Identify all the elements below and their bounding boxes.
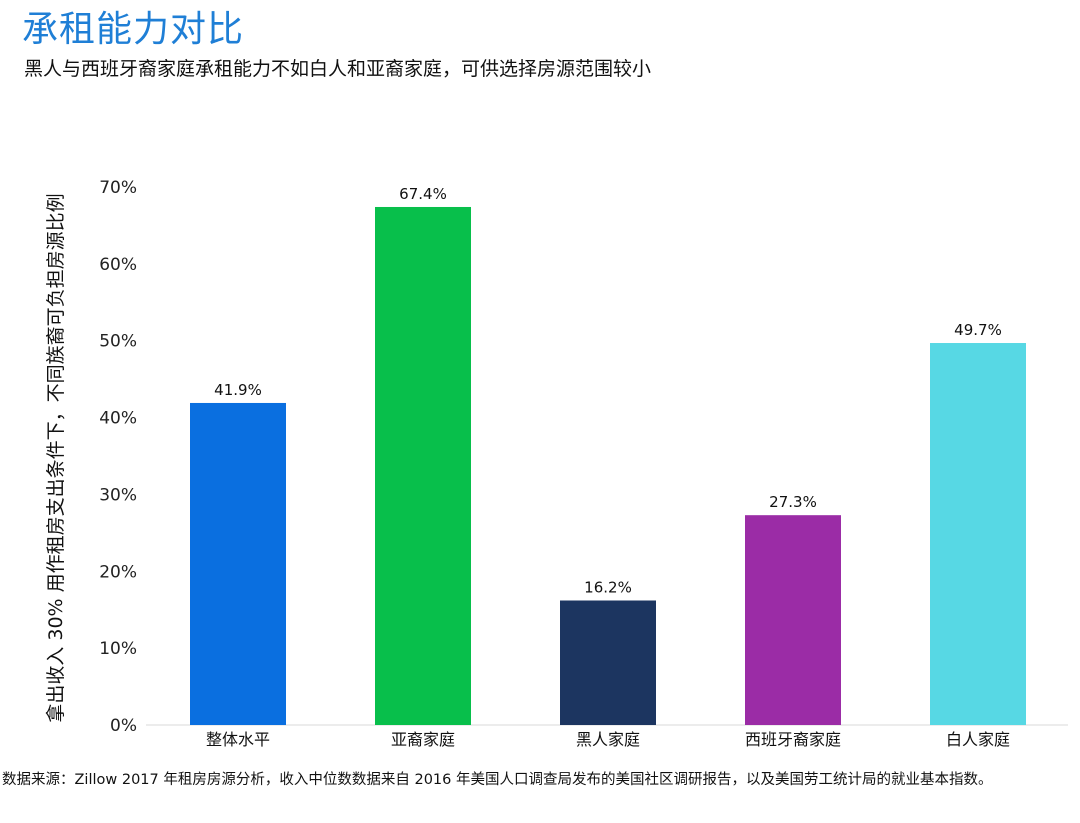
y-tick-label: 20% xyxy=(99,562,137,582)
bar-1 xyxy=(190,402,286,725)
y-axis-label: 拿出收入 30% 用作租房支出条件下，不同族裔可负担房源比例 xyxy=(44,193,67,722)
x-tick-label: 白人家庭 xyxy=(946,730,1010,749)
bar-3 xyxy=(560,600,656,725)
data-label: 67.4% xyxy=(399,185,447,203)
data-label: 16.2% xyxy=(584,578,632,596)
x-tick-label: 西班牙裔家庭 xyxy=(745,730,841,749)
y-tick-label: 30% xyxy=(99,485,137,505)
y-tick-label: 40% xyxy=(99,409,137,429)
y-tick-label: 0% xyxy=(110,716,137,736)
bar-4 xyxy=(745,515,841,725)
page-title: 承租能力对比 xyxy=(22,9,245,50)
x-tick-label: 整体水平 xyxy=(206,730,270,749)
y-tick-label: 50% xyxy=(99,332,137,352)
data-source-note: 数据来源：Zillow 2017 年租房房源分析，收入中位数数据来自 2016 … xyxy=(2,772,993,788)
bar-2 xyxy=(375,206,471,726)
y-tick-label: 70% xyxy=(99,178,137,198)
data-label: 27.3% xyxy=(769,493,817,511)
y-tick-label: 10% xyxy=(99,639,137,659)
data-label: 49.7% xyxy=(954,321,1002,339)
x-tick-label: 亚裔家庭 xyxy=(391,730,455,749)
bar-5 xyxy=(930,343,1026,725)
page-subtitle: 黑人与西班牙裔家庭承租能力不如白人和亚裔家庭，可供选择房源范围较小 xyxy=(24,58,652,80)
x-tick-label: 黑人家庭 xyxy=(576,730,640,749)
data-label: 41.9% xyxy=(214,381,262,399)
y-tick-label: 60% xyxy=(99,255,137,275)
